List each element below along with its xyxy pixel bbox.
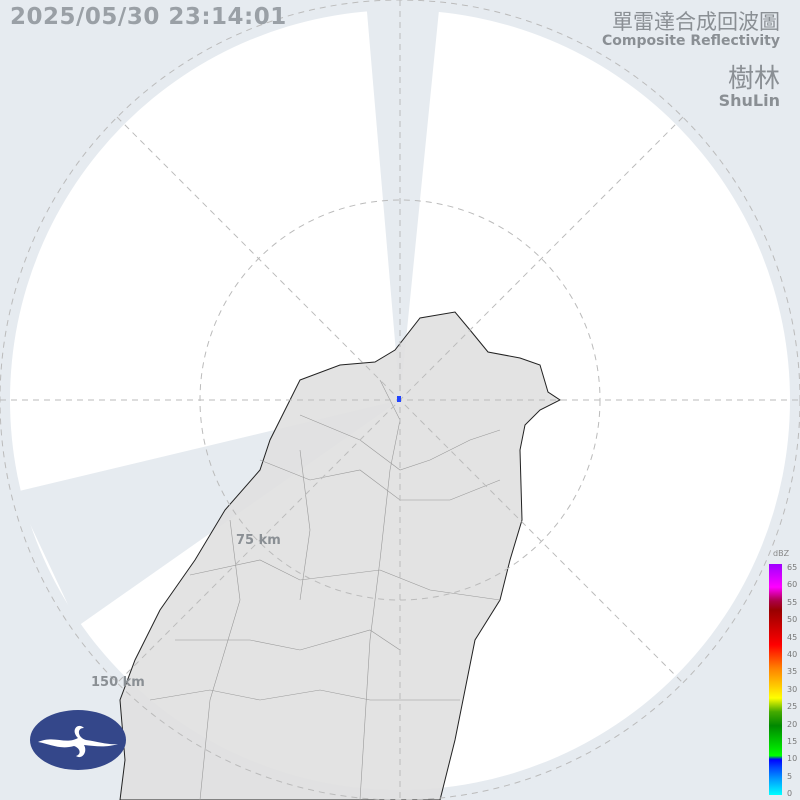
- range-label-75: 75 km: [236, 533, 281, 548]
- legend-tick: 60: [787, 580, 798, 590]
- legend-tick: 20: [787, 719, 798, 729]
- legend-tick: 10: [787, 754, 798, 764]
- legend-tick: 30: [787, 684, 798, 694]
- county-borders: [149, 379, 501, 800]
- legend-tick: 55: [787, 597, 798, 607]
- range-label-150: 150 km: [91, 675, 145, 690]
- title-zh: 單雷達合成回波圖: [612, 10, 780, 34]
- legend-unit: dBZ: [773, 549, 790, 558]
- legend-tick: 15: [787, 737, 798, 746]
- legend-tick: 65: [787, 563, 798, 572]
- color-scale: [769, 564, 782, 795]
- radar-echo: [397, 396, 401, 402]
- cwa-logo: [30, 710, 126, 770]
- legend-tick: 5: [787, 771, 793, 781]
- timestamp: 2025/05/30 23:14:01: [10, 4, 287, 30]
- station-zh: 樹林: [727, 64, 780, 94]
- legend-tick: 0: [787, 789, 793, 799]
- legend-tick: 50: [787, 615, 798, 625]
- blind-sector-north: [366, 0, 440, 400]
- station-en: ShuLin: [718, 91, 780, 110]
- legend-tick: 40: [787, 650, 798, 659]
- title-en: Composite Reflectivity: [602, 33, 780, 49]
- legend-tick: 25: [787, 702, 798, 712]
- legend-tick: 45: [787, 632, 798, 642]
- legend-tick: 35: [787, 667, 798, 677]
- taiwan-land: [119, 311, 561, 800]
- dbz-legend: dBZ 65 60 55 50 45 40 35 30 25 20 15 10 5 0: [768, 549, 798, 799]
